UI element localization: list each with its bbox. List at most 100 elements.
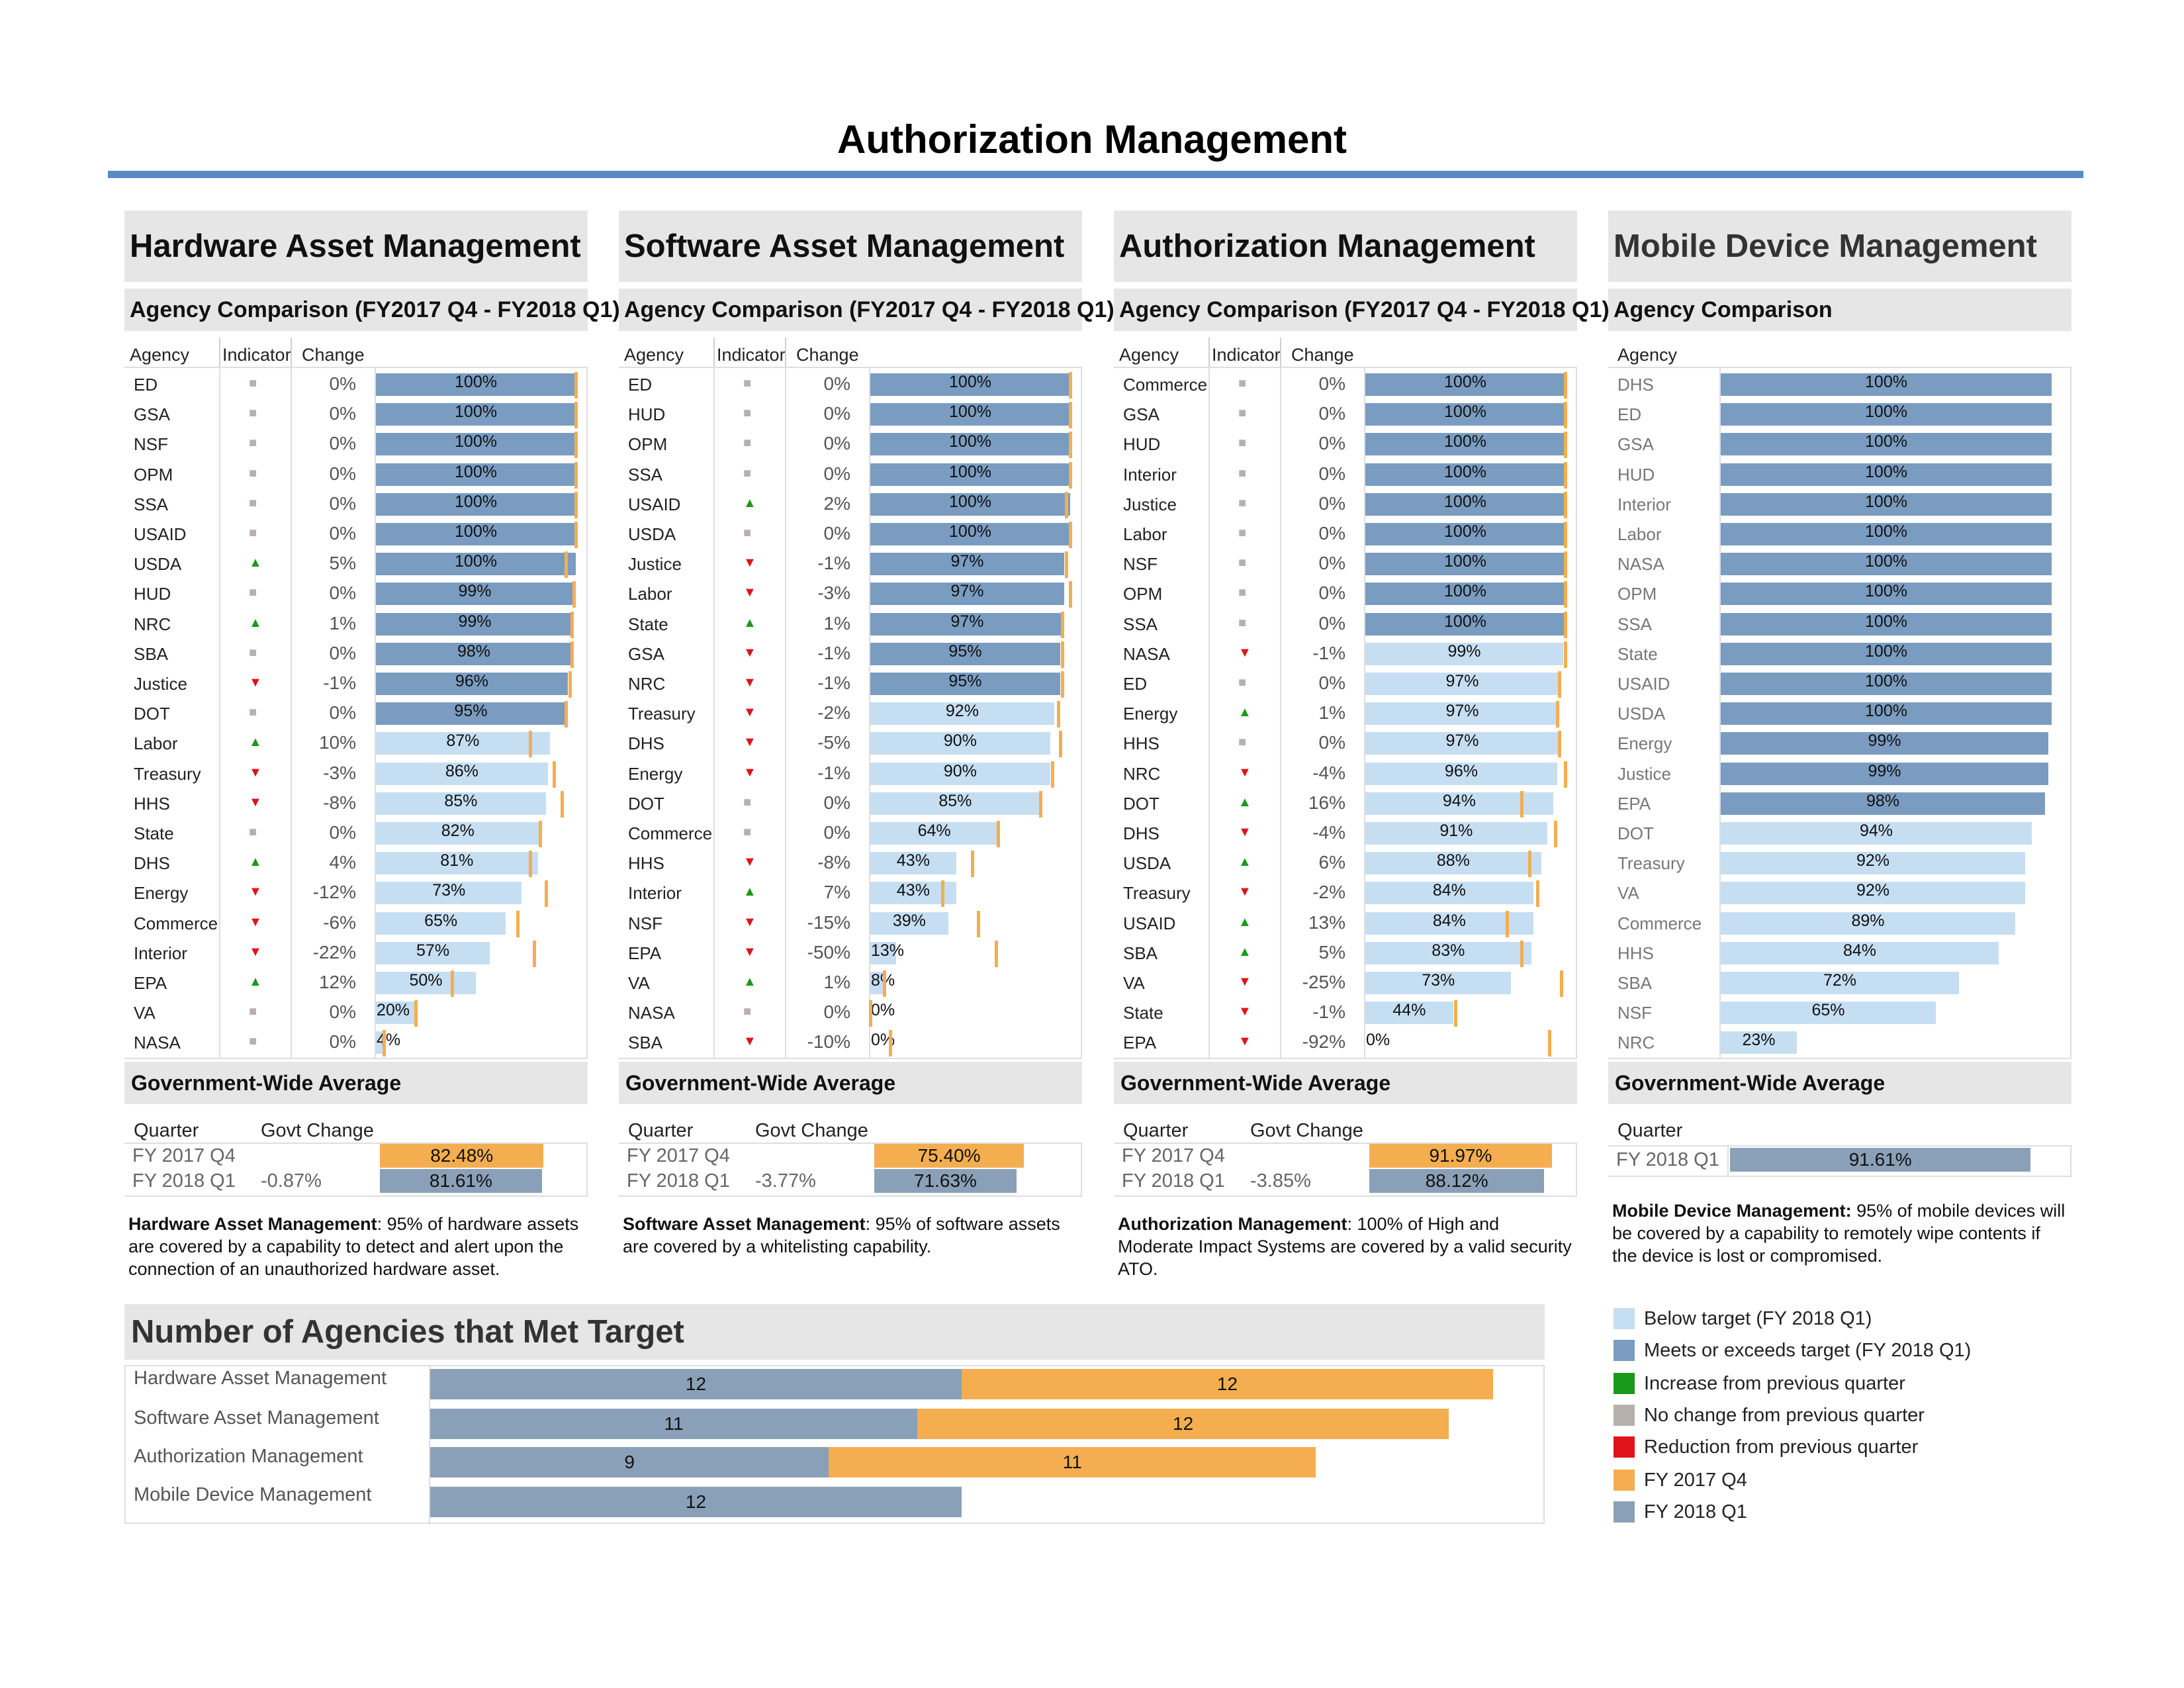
gov-wide-average-header: Government-Wide Average <box>124 1062 588 1104</box>
score-label: 20% <box>377 1001 410 1020</box>
agency-name: DHS <box>628 733 664 754</box>
change-value: 1% <box>1318 702 1345 724</box>
score-bar <box>1365 1002 1453 1025</box>
change-value: 0% <box>329 1031 356 1053</box>
table-row: DOT ▲ 16% 94% <box>1114 788 1577 818</box>
col-indicator-header: Indicator <box>222 345 291 365</box>
previous-quarter-marker <box>1535 880 1539 908</box>
column-separator <box>291 368 292 1058</box>
score-label: 95% <box>948 641 982 661</box>
change-value: 5% <box>329 553 356 574</box>
previous-quarter-marker <box>560 790 564 818</box>
table-row: Energy 99% <box>1608 728 2071 758</box>
agency-name: GSA <box>134 404 170 425</box>
score-bar <box>1721 941 1999 964</box>
score-bar <box>870 792 1040 815</box>
change-value: -1% <box>817 762 850 783</box>
score-label: 98% <box>457 641 490 661</box>
score-bar <box>1365 912 1533 935</box>
score-label: 100% <box>1444 373 1486 391</box>
fy2018-q1-bar: 11 <box>430 1409 918 1439</box>
score-bar <box>1365 373 1565 396</box>
table-row: DHS ▼ -4% 91% <box>1114 818 1577 848</box>
score-bar <box>376 403 576 426</box>
table-row: NASA ▼ -1% 99% <box>1114 639 1577 669</box>
agency-table: DHS 100% ED 100% GSA 100% HUD 100% Interior 100% L… <box>1608 367 2071 1059</box>
previous-quarter-marker <box>414 1000 418 1027</box>
score-label: 86% <box>445 761 478 780</box>
score-bar <box>870 852 956 875</box>
decrease-icon: ▼ <box>1238 1004 1251 1019</box>
agency-name: Labor <box>1123 524 1167 544</box>
change-value: 0% <box>1318 523 1345 543</box>
previous-quarter-marker <box>997 821 1001 847</box>
score-label: 100% <box>1865 432 1907 451</box>
no-change-icon: ■ <box>249 526 257 540</box>
table-row: Labor ■ 0% 100% <box>1114 519 1577 549</box>
score-label: 57% <box>416 941 450 960</box>
increase-icon: ▲ <box>249 555 262 571</box>
agency-name: HHS <box>628 853 664 874</box>
previous-quarter-marker <box>869 1000 872 1027</box>
previous-quarter-marker <box>574 491 578 518</box>
table-row: NASA ■ 0% 0% <box>619 998 1082 1027</box>
score-bar <box>376 762 548 785</box>
quarter-table <box>124 1143 588 1197</box>
score-bar <box>870 433 1070 456</box>
legend-swatch <box>1614 1308 1635 1329</box>
agency-name: DOT <box>1123 793 1160 814</box>
score-label: 73% <box>432 881 466 900</box>
agency-name: Interior <box>134 943 187 963</box>
col-indicator-header: Indicator <box>1212 345 1281 365</box>
agency-name: Treasury <box>628 704 696 724</box>
score-label: 44% <box>1392 1001 1426 1020</box>
score-bar <box>1721 732 2048 755</box>
score-bar <box>1721 912 2015 935</box>
agency-name: DOT <box>628 793 664 814</box>
previous-quarter-marker <box>995 940 999 967</box>
previous-quarter-marker <box>1058 731 1062 758</box>
change-value: -8% <box>323 792 356 813</box>
score-bar <box>376 822 540 845</box>
score-bar <box>1365 492 1565 516</box>
score-bar <box>1721 792 2045 815</box>
no-change-icon: ■ <box>1238 735 1247 750</box>
col-agency-header: Agency <box>1119 345 1179 365</box>
change-value: 0% <box>1318 553 1345 574</box>
metric-description: Mobile Device Management: 95% of mobile … <box>1612 1199 2069 1267</box>
agency-name: HUD <box>1123 434 1161 455</box>
no-change-icon: ■ <box>743 794 752 810</box>
table-row: OPM 100% <box>1608 579 2071 608</box>
score-label: 100% <box>1444 462 1486 481</box>
no-change-icon: ■ <box>743 1004 752 1019</box>
score-label: 100% <box>1865 672 1907 690</box>
change-value: 0% <box>1318 612 1345 633</box>
decrease-icon: ▼ <box>1238 645 1251 660</box>
score-bar <box>1365 732 1559 755</box>
change-value: 5% <box>1318 941 1345 962</box>
metric-name: Authorization Management <box>1118 1214 1347 1234</box>
table-row: HUD ■ 0% 100% <box>619 399 1082 429</box>
previous-quarter-marker <box>1555 701 1559 728</box>
no-change-icon: ■ <box>249 465 257 481</box>
change-value: -4% <box>1312 822 1345 843</box>
score-label: 100% <box>949 492 991 511</box>
score-label: 0% <box>1366 1031 1390 1050</box>
fy2018-q1-bar: 12 <box>430 1487 962 1517</box>
decrease-icon: ▼ <box>1238 765 1251 780</box>
agency-name: EPA <box>134 973 167 993</box>
score-bar <box>870 673 1060 695</box>
column-separator <box>375 368 376 1058</box>
change-value: 7% <box>823 882 850 903</box>
agency-table: Commerce ■ 0% 100% GSA ■ 0% 100% HUD ■ 0% 100% Inter… <box>1114 367 1577 1059</box>
col-change-header: Change <box>796 345 859 365</box>
change-value: 0% <box>329 642 356 663</box>
decrease-icon: ▼ <box>743 944 756 959</box>
score-bar <box>376 1031 385 1055</box>
score-label: 99% <box>458 582 492 601</box>
column-headers: Agency Indicator Change <box>124 338 588 367</box>
change-value: -92% <box>1302 1031 1345 1053</box>
change-value: 0% <box>1318 583 1345 604</box>
table-row: Labor ▼ -3% 97% <box>619 579 1082 608</box>
score-bar <box>1721 373 2052 396</box>
